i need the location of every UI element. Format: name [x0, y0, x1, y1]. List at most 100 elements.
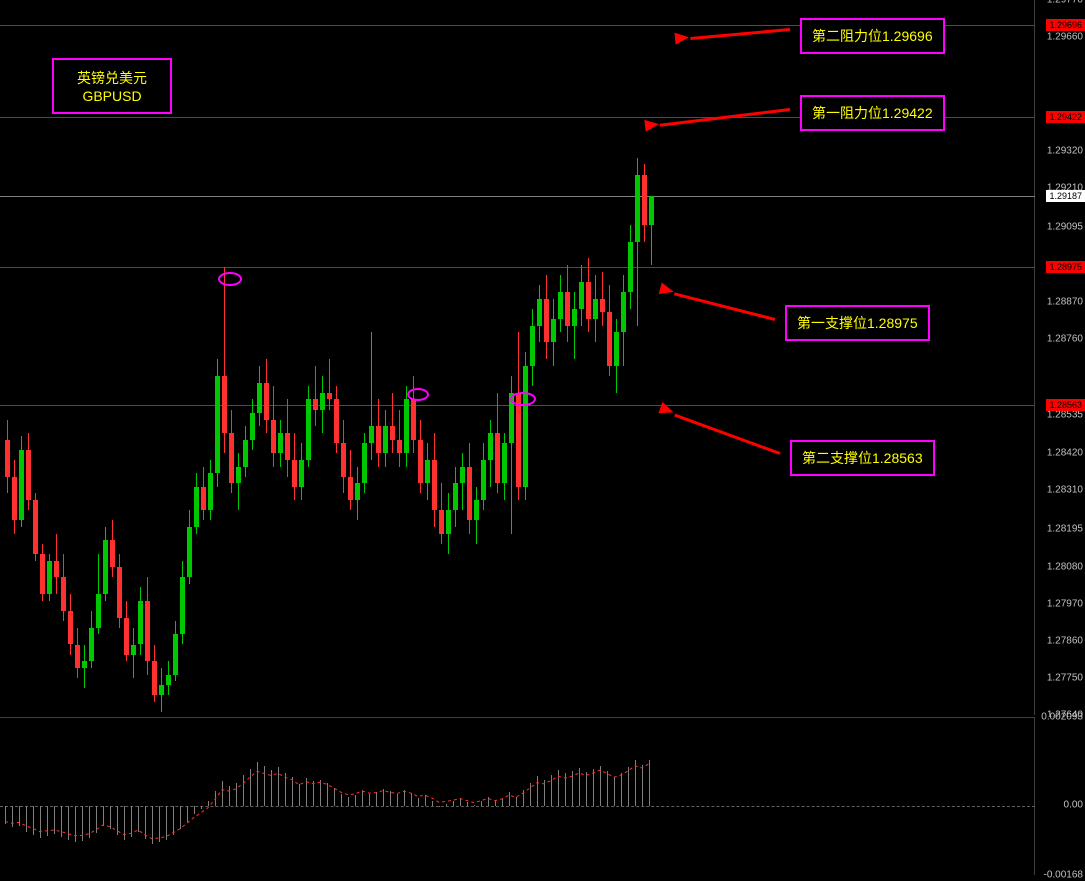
candle: [320, 376, 325, 433]
candle: [194, 473, 199, 533]
arrow: [690, 28, 790, 40]
candle: [418, 420, 423, 494]
candle: [222, 267, 227, 453]
candle: [173, 621, 178, 681]
yaxis-tick: 1.28310: [1047, 485, 1083, 496]
candle: [495, 393, 500, 494]
yaxis-tick: 1.27970: [1047, 599, 1083, 610]
candle: [96, 554, 101, 635]
price-level-label: 1.29696: [1046, 19, 1085, 31]
candle: [243, 426, 248, 476]
candle: [12, 460, 17, 534]
candle: [488, 420, 493, 487]
highlight-ellipse: [510, 392, 536, 406]
candle: [61, 554, 66, 621]
candle: [516, 332, 521, 500]
candle: [54, 534, 59, 594]
arrow-head: [644, 118, 659, 132]
candle: [75, 628, 80, 678]
yaxis-tick: 1.29660: [1047, 31, 1083, 42]
indicator-ytick: 0.00: [1064, 799, 1083, 810]
candle: [5, 420, 10, 494]
price-level-label: 1.28975: [1046, 261, 1085, 273]
candle: [649, 196, 654, 265]
candle: [215, 359, 220, 487]
candle: [229, 410, 234, 494]
arrow-head: [659, 282, 676, 297]
candle: [47, 554, 52, 601]
candle: [635, 158, 640, 326]
candle: [467, 443, 472, 534]
candle: [572, 292, 577, 359]
yaxis-tick: 1.27860: [1047, 636, 1083, 647]
candle: [530, 309, 535, 386]
candle: [19, 436, 24, 527]
candle: [250, 399, 255, 449]
yaxis-tick: 1.29320: [1047, 146, 1083, 157]
arrow: [674, 414, 781, 455]
candle: [397, 410, 402, 467]
symbol-title-box: 英镑兑美元GBPUSD: [52, 58, 172, 114]
price-level-label: 1.29422: [1046, 111, 1085, 123]
price-chart[interactable]: 英镑兑美元GBPUSD 第二阻力位1.29696 第一阻力位1.29422 第一支撑位…: [0, 0, 1035, 715]
candle: [369, 332, 374, 460]
annotation-box: 第一阻力位1.29422: [800, 95, 945, 131]
annotation-box: 第一支撑位1.28975: [785, 305, 930, 341]
candle: [383, 410, 388, 467]
candle: [40, 544, 45, 601]
yaxis-tick: 1.28420: [1047, 448, 1083, 459]
candle: [26, 433, 31, 510]
candle: [264, 359, 269, 433]
candle: [159, 668, 164, 712]
candle: [285, 399, 290, 476]
candle: [502, 433, 507, 500]
candle: [586, 258, 591, 332]
candle: [257, 366, 262, 426]
yaxis-tick: 1.28195: [1047, 523, 1083, 534]
yaxis-tick: 1.29095: [1047, 221, 1083, 232]
candle: [236, 453, 241, 510]
candle: [544, 275, 549, 359]
price-level-line: [0, 196, 1035, 197]
candle: [124, 601, 129, 661]
candle: [68, 594, 73, 654]
candle: [292, 433, 297, 500]
indicator-chart[interactable]: [0, 717, 1035, 875]
candle: [82, 645, 87, 689]
candle: [117, 554, 122, 628]
candle: [362, 433, 367, 493]
candle: [621, 275, 626, 366]
macd-signal-svg: [0, 718, 1035, 876]
arrow-head: [674, 31, 689, 44]
candle: [376, 399, 381, 466]
candle: [607, 285, 612, 376]
annotation-box: 第二阻力位1.29696: [800, 18, 945, 54]
candle: [600, 272, 605, 326]
candle: [579, 265, 584, 325]
candle: [593, 275, 598, 342]
candle: [390, 393, 395, 453]
candle: [306, 386, 311, 467]
price-level-label: 1.29187: [1046, 190, 1085, 202]
candle: [453, 467, 458, 527]
indicator-yaxis: 0.0020930.00-0.00168: [1035, 717, 1085, 875]
candle: [537, 285, 542, 342]
candle: [131, 628, 136, 678]
candle: [341, 420, 346, 494]
candle: [33, 493, 38, 560]
candle: [187, 510, 192, 584]
candle: [348, 450, 353, 510]
candle: [145, 577, 150, 674]
candle: [481, 443, 486, 510]
candle: [278, 420, 283, 467]
symbol-name-en: GBPUSD: [68, 88, 156, 104]
highlight-ellipse: [407, 388, 429, 401]
candle: [432, 433, 437, 527]
yaxis-tick: 1.28870: [1047, 297, 1083, 308]
candle: [425, 443, 430, 500]
yaxis-tick: 1.27750: [1047, 673, 1083, 684]
candle: [180, 561, 185, 645]
candle: [152, 645, 157, 702]
candle: [166, 661, 171, 695]
candle: [460, 453, 465, 510]
